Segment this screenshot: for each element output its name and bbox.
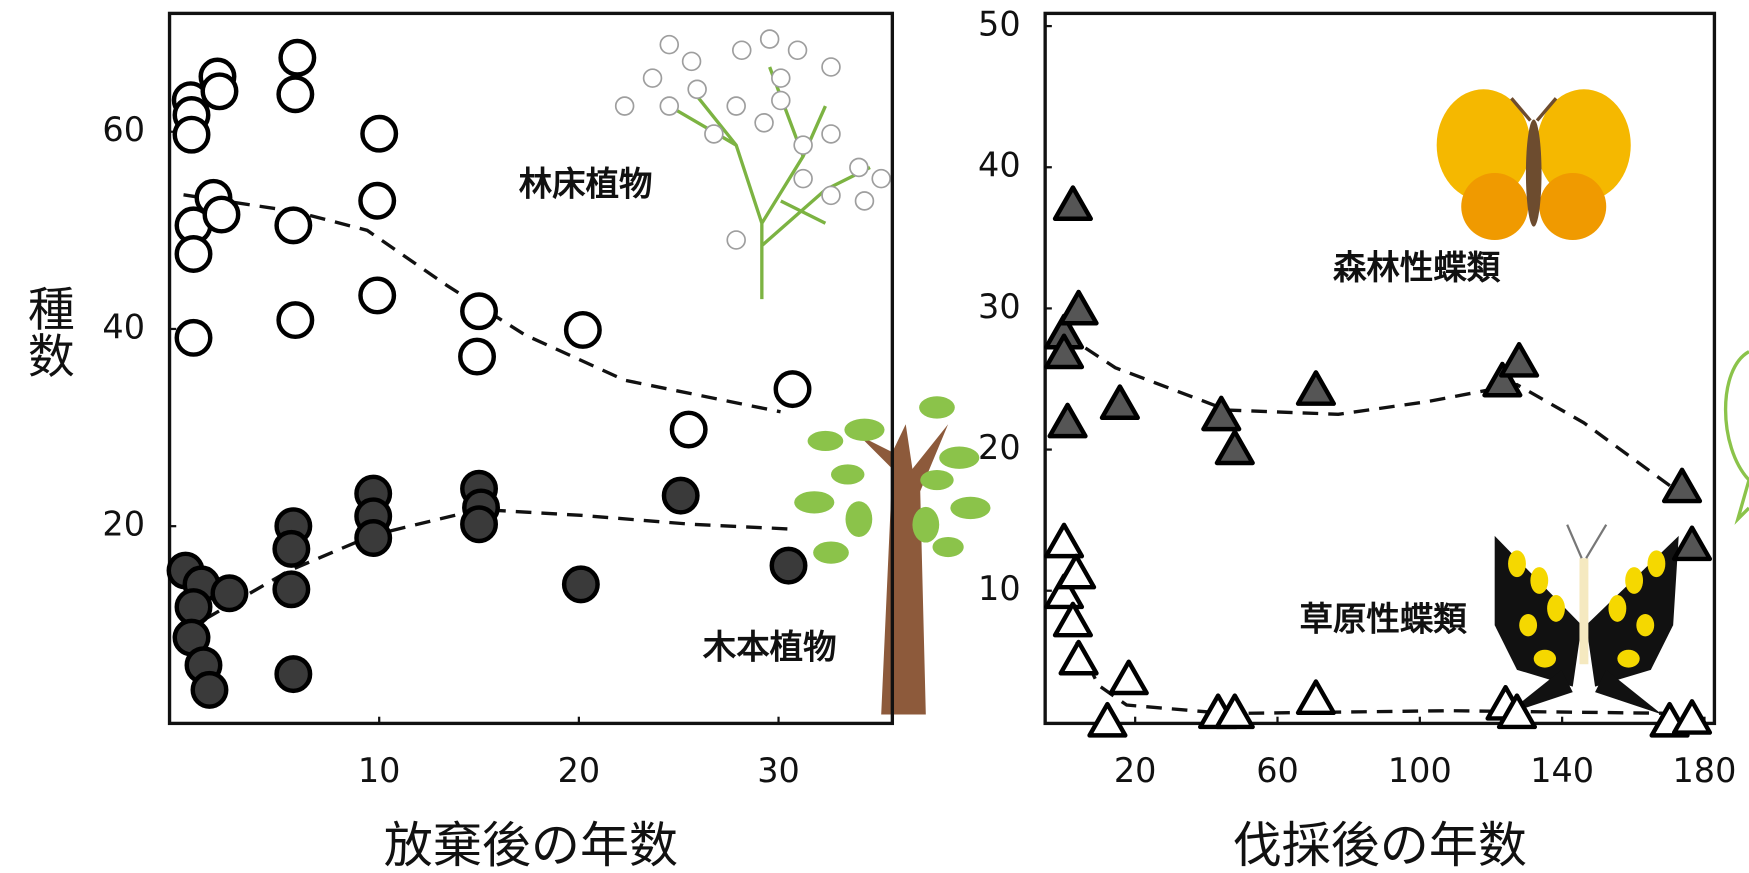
point [1501,344,1537,375]
point [1674,528,1710,559]
point [203,75,236,108]
point [193,673,226,706]
point [772,549,805,582]
point [566,313,599,346]
point [462,507,495,540]
point [275,573,308,606]
y-tick-label: 20 [102,505,145,544]
y-tick-label: 40 [978,146,1021,185]
point [1217,432,1253,463]
x-axis-label: 伐採後の年数 [1233,816,1527,873]
y-tick-label: 50 [978,5,1021,44]
y-tick-label: 40 [102,307,145,346]
x-tick-label: 60 [1256,751,1299,790]
y-axis-label: 種数 [20,285,74,379]
figure: 20 40 60 10 20 30 放棄後の年数 種数 林床植物木本植物 10 20 30 40 50 20… [0,0,1749,873]
trend-line [1064,334,1684,496]
point [1298,682,1334,713]
x-tick-label: 30 [757,751,800,790]
point [1050,405,1086,436]
point [356,521,389,554]
point [175,118,208,151]
point [664,479,697,512]
point [275,532,308,565]
point [277,209,310,242]
point [1055,188,1091,219]
point [1102,387,1138,418]
point [362,117,395,150]
y-tick-label: 10 [978,569,1021,608]
x-tick-label: 20 [558,751,601,790]
point [672,413,705,446]
x-tick-label: 20 [1114,751,1157,790]
y-tick-label: 60 [102,110,145,149]
point [1298,372,1334,403]
point [1061,642,1097,673]
point [213,576,246,609]
point [1061,292,1097,323]
point [177,321,210,354]
flower-illustration [616,30,890,299]
point [460,340,493,373]
plot-frame [170,13,893,723]
x-tick-label: 100 [1388,751,1452,790]
point [205,198,238,231]
point [1090,704,1126,735]
speech-bubble [1726,352,1749,519]
x-tick-label: 10 [358,751,401,790]
point [1046,525,1082,556]
series-label: 草原性蝶類 [1300,600,1468,639]
point [360,184,393,217]
series-label: 森林性蝶類 [1333,248,1501,287]
butterfly-illustration [1495,525,1679,715]
butterfly-illustration [1437,89,1631,240]
series-label: 林床植物 [519,164,653,203]
point [776,372,809,405]
point [564,568,597,601]
point [279,78,312,111]
point [177,237,210,270]
series-label: 木本植物 [702,628,837,667]
point [360,279,393,312]
point [1058,556,1094,587]
point [279,303,312,336]
y-tick-label: 30 [978,287,1021,326]
point [462,294,495,327]
x-axis-label: 放棄後の年数 [384,816,678,873]
x-tick-label: 140 [1530,751,1594,790]
x-tick-label: 180 [1673,751,1737,790]
point [277,657,310,690]
point [1111,662,1147,693]
y-tick-label: 20 [978,428,1021,467]
point [281,41,314,74]
